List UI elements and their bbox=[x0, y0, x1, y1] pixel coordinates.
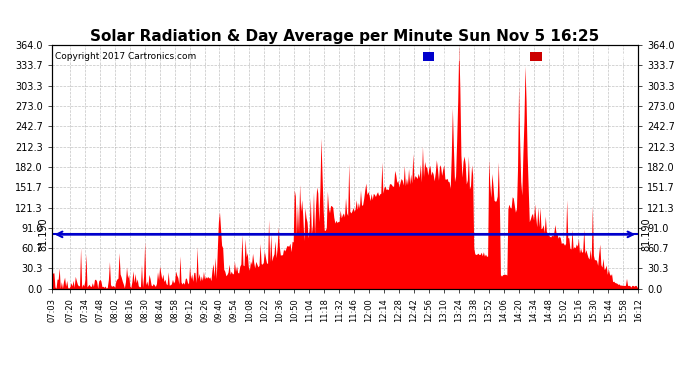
Title: Solar Radiation & Day Average per Minute Sun Nov 5 16:25: Solar Radiation & Day Average per Minute… bbox=[90, 29, 600, 44]
Text: 81.190: 81.190 bbox=[39, 217, 48, 251]
Legend: Median (w/m2), Radiation (w/m2): Median (w/m2), Radiation (w/m2) bbox=[421, 50, 631, 64]
Text: Copyright 2017 Cartronics.com: Copyright 2017 Cartronics.com bbox=[55, 53, 196, 61]
Text: 81.190: 81.190 bbox=[642, 217, 651, 251]
